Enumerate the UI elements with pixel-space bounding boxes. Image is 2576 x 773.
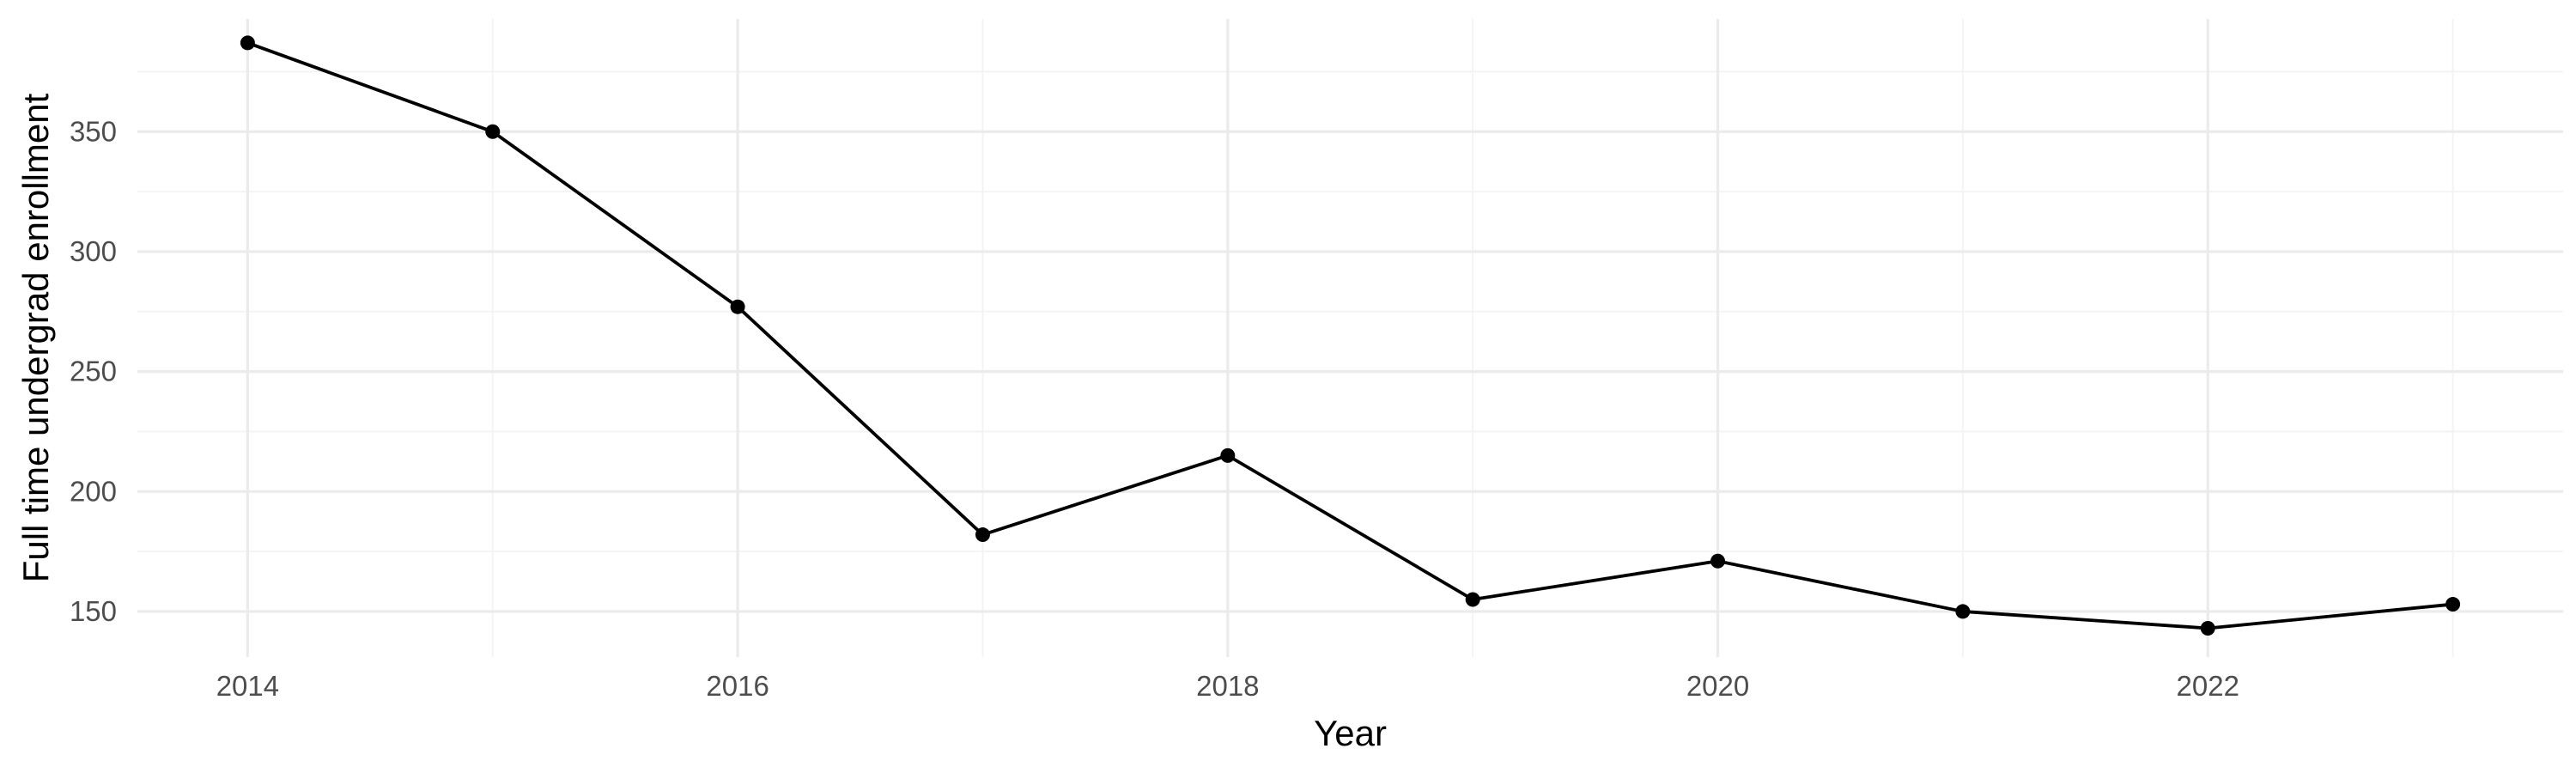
data-point	[1220, 447, 1236, 463]
y-tick-label: 200	[70, 475, 117, 507]
y-axis-title: Full time undergrad enrollment	[15, 93, 56, 582]
data-point	[730, 299, 745, 314]
data-point	[2200, 620, 2215, 636]
data-point	[2445, 597, 2461, 612]
data-point	[975, 527, 990, 543]
data-point	[1955, 604, 1971, 619]
data-point	[485, 124, 501, 139]
y-tick-label: 300	[70, 235, 117, 267]
x-axis-ticks: 2014 2016 2018 2020 2022	[216, 670, 2239, 702]
y-axis-ticks: 150 200 250 300 350	[70, 115, 117, 627]
y-tick-label: 350	[70, 115, 117, 147]
data-point	[1465, 592, 1480, 607]
data-series	[240, 35, 2461, 636]
x-axis-title: Year	[1314, 713, 1387, 753]
series-line	[246, 41, 2455, 630]
y-tick-label: 150	[70, 595, 117, 627]
x-tick-label: 2020	[1686, 670, 1749, 702]
grid-lines	[137, 19, 2563, 657]
data-point	[1710, 553, 1726, 569]
x-tick-label: 2016	[706, 670, 769, 702]
data-point	[240, 35, 255, 51]
x-tick-label: 2014	[216, 670, 279, 702]
x-tick-label: 2022	[2177, 670, 2239, 702]
x-tick-label: 2018	[1196, 670, 1259, 702]
y-tick-label: 250	[70, 356, 117, 387]
